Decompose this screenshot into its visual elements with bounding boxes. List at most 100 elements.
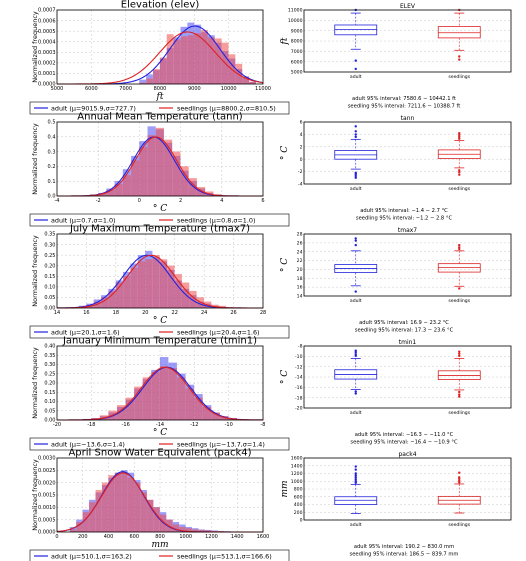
histogram-bar [207, 37, 215, 85]
outlier-point [458, 133, 461, 137]
x-tick-label: 1000 [179, 534, 192, 540]
plot-frame [303, 345, 512, 409]
y-tick-label: 0.0007 [38, 8, 56, 14]
outlier-point [354, 130, 357, 133]
x-axis-label: mm [151, 540, 168, 550]
outlier-point [354, 392, 357, 395]
y-tick-label: 0.15 [44, 390, 55, 396]
y-tick-label: -20 [295, 406, 303, 412]
histogram-bar [151, 371, 160, 421]
outlier-point [354, 239, 357, 242]
x-tick-label: 8000 [154, 86, 167, 92]
x-tick-label: 2 [179, 198, 182, 204]
category-label: adult [350, 186, 362, 192]
boxplot-panel-0: ELEV 5000 6000 7000 8000 9000 10000 11000 adult s… [280, 3, 512, 110]
histogram-bar [194, 33, 202, 85]
x-tick-label: 5000 [51, 86, 64, 92]
y-tick-label: 0.25 [44, 371, 55, 377]
x-tick-label: 20 [142, 310, 148, 316]
outlier-point [354, 472, 357, 475]
x-tick-label: 16 [83, 310, 89, 316]
outlier-point [458, 55, 461, 58]
outlier-point [458, 479, 461, 483]
x-tick-label: -20 [53, 422, 61, 428]
y-tick-label: 0.0000 [38, 530, 56, 536]
x-axis-label: ° C [153, 204, 167, 214]
outlier-point [458, 246, 461, 249]
y-tick-label: 0.0001 [38, 71, 56, 77]
y-tick-label: 0.25 [44, 253, 55, 259]
histogram-panel-2: July Maximum Temperature (tmax7) 14 16 18 20… [29, 224, 290, 339]
outlier-point [458, 350, 461, 353]
y-tick-label: 0.0005 [38, 29, 56, 35]
y-axis-label: Normalized frequency [31, 123, 39, 195]
histogram-panel-4: April Snow Water Equivalent (pack4) 0 200 4… [29, 448, 290, 561]
y-tick-label: 0.10 [44, 285, 55, 291]
outlier-point [354, 474, 357, 477]
histogram-bar [82, 512, 90, 533]
y-tick-label: 0.1 [48, 179, 56, 185]
y-tick-label: -2 [298, 169, 303, 175]
y-tick-label: 0.0 [48, 194, 56, 200]
y-tick-label: 18 [297, 276, 303, 282]
y-tick-label: 22 [297, 258, 303, 264]
plot-frame [303, 121, 512, 185]
y-tick-label: 400 [294, 502, 303, 508]
histogram-bar [139, 147, 148, 197]
x-tick-label: 400 [104, 534, 114, 540]
outlier-point [458, 352, 461, 355]
y-axis-label: ° C [280, 146, 290, 160]
y-tick-label: 0.00 [44, 306, 55, 312]
outlier-point [354, 237, 357, 240]
outlier-point [354, 480, 357, 483]
legend-label-adult: adult (μ=510.1,σ=163.2) [51, 552, 132, 560]
legend-label-adult: adult (μ=20.1,σ=1.6) [51, 328, 120, 336]
outlier-point [354, 476, 357, 479]
y-tick-label: 9000 [291, 28, 303, 34]
outlier-point [354, 349, 357, 352]
category-label: adult [350, 298, 362, 304]
chart-title: April Snow Water Equivalent (pack4) [68, 448, 251, 459]
histogram-bar [152, 69, 160, 85]
y-tick-label: 20 [297, 267, 303, 273]
category-label: seedlings [448, 410, 470, 416]
histogram-panel-0: Elevation (elev) 5000 6000 7000 8000 9000 1000… [29, 0, 290, 115]
legend-label-seedlings: seedlings (μ=513.1,σ=166.6) [177, 552, 272, 560]
interval-seedling: seedling 95% interval: −16.4 − −10.9 °C [350, 440, 458, 446]
outlier-point [458, 169, 461, 172]
outlier-point [354, 465, 357, 468]
histogram-bar [121, 472, 128, 533]
interval-adult: adult 95% interval: 190.2 − 830.0 mm [354, 544, 454, 550]
y-tick-label: -16 [295, 385, 303, 391]
y-tick-label: 7000 [291, 49, 303, 55]
boxplot-panel-2: tmax7 14 16 18 20 22 24 26 28 adult seedlings ° C ad… [280, 227, 512, 334]
outlier-point [354, 174, 357, 178]
x-tick-label: 28 [260, 310, 266, 316]
histogram-bar [127, 477, 135, 533]
outlier-point [354, 353, 357, 356]
histogram-bar [167, 265, 175, 309]
histogram-bar [214, 38, 222, 85]
y-tick-label: 2 [300, 144, 303, 150]
histogram-bar [130, 267, 138, 309]
histogram-bar [152, 254, 160, 309]
plot-frame [56, 457, 264, 533]
y-tick-label: 0.0006 [38, 18, 56, 24]
y-tick-label: 24 [297, 249, 303, 255]
legend-label-adult: adult (μ=0.7,σ=1.0) [51, 216, 116, 224]
outlier-point [458, 247, 461, 251]
y-tick-label: -18 [295, 395, 303, 401]
y-tick-label: 0 [300, 157, 303, 163]
y-tick-label: 0.0010 [38, 505, 56, 511]
x-tick-label: -12 [190, 422, 198, 428]
category-label: adult [350, 410, 362, 416]
x-axis-label: ° C [153, 316, 167, 326]
outlier-point [354, 125, 357, 128]
y-tick-label: 800 [294, 487, 303, 493]
outlier-point [354, 243, 357, 247]
x-tick-label: 7000 [119, 86, 132, 92]
box-chart-title: tann [401, 115, 415, 122]
x-tick-label: 1200 [205, 534, 218, 540]
outlier-point [458, 58, 461, 61]
